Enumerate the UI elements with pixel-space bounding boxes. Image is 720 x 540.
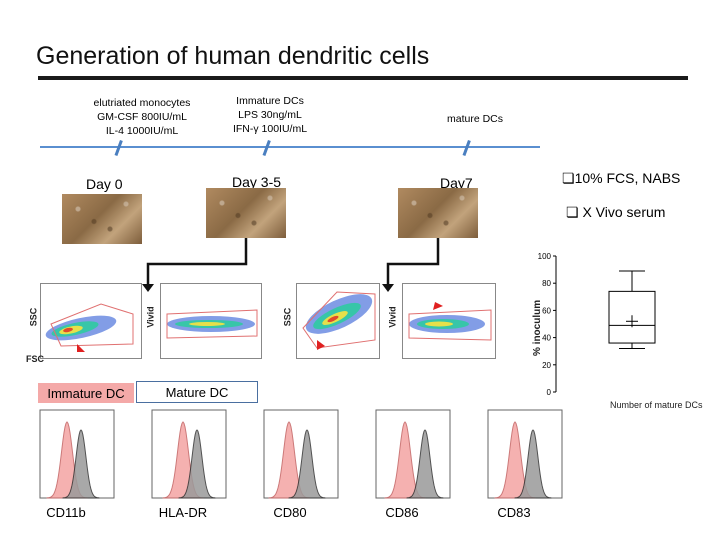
- chart-y-tick-label: 100: [538, 252, 552, 261]
- boxplot-chart: % inoculum Number of mature DCs 0 20 40 60 8…: [532, 252, 703, 410]
- microscopy-photo-day7: [398, 188, 478, 238]
- page-title: Generation of human dendritic cells: [36, 42, 430, 70]
- flow-plot-mature-fsc-ssc: [296, 283, 380, 359]
- marker-cd80: CD80: [273, 505, 307, 520]
- histogram-mature: [406, 429, 444, 499]
- bullet-2-text: X Vivo serum: [582, 204, 666, 220]
- bullet-1: ❏10% FCS, NABS: [562, 170, 680, 187]
- title-rule: [38, 76, 688, 80]
- marker-cd83: CD83: [497, 505, 531, 520]
- checkbox-bullet-icon: ❏: [562, 170, 575, 186]
- flow-plot-immature-vivid: [160, 283, 262, 359]
- bullet-2: ❏ X Vivo serum: [566, 204, 665, 221]
- stage-2-line-1: mature DCs: [446, 113, 503, 125]
- histogram-mature: [178, 429, 216, 499]
- stage-0-line-3: IL-4 1000IU/mL: [105, 125, 179, 137]
- chart-y-tick-label: 0: [547, 388, 552, 397]
- stage-2-text: mature DCs: [420, 112, 530, 126]
- stage-0-line-1: elutriated monocytes: [93, 97, 191, 109]
- checkbox-bullet-icon: ❏: [566, 204, 579, 220]
- day-1-label: Day 3-5: [232, 174, 282, 190]
- stage-0-line-2: GM-CSF 800IU/mL: [97, 111, 187, 123]
- stage-1-line-3: IFN-γ 100IU/mL: [232, 123, 308, 135]
- stage-1-line-2: LPS 30ng/mL: [238, 109, 302, 121]
- day-0-label: Day 0: [86, 176, 123, 192]
- day-2-label: Day7: [440, 175, 473, 191]
- chart-xlabel: Number of mature DCs: [610, 400, 703, 410]
- bullet-1-text: 10% FCS, NABS: [574, 170, 681, 186]
- microscopy-photo-day3: [206, 188, 286, 238]
- legend-mature-dc: Mature DC: [136, 381, 258, 403]
- marker-cd11b: CD11b: [46, 505, 86, 520]
- chart-ylabel: % inoculum: [532, 300, 543, 356]
- microscopy-photo-day0: [62, 194, 142, 244]
- stage-0-text: elutriated monocytes GM-CSF 800IU/mL IL-…: [72, 96, 212, 138]
- chart-y-tick-label: 40: [542, 334, 551, 343]
- histogram-mature: [514, 429, 552, 499]
- marker-hla-dr: HLA-DR: [158, 505, 208, 520]
- legend-immature-dc: Immature DC: [38, 383, 134, 403]
- flow-plot-mature-vivid: [402, 283, 496, 359]
- axis-fsc: FSC: [26, 354, 44, 364]
- marker-cd86: CD86: [385, 505, 419, 520]
- red-arrow-icon: [77, 344, 85, 352]
- histogram-mature: [62, 429, 100, 499]
- flow-plot-immature-fsc-ssc: [40, 283, 142, 359]
- red-arrow-icon: [433, 302, 443, 310]
- chart-y-tick-label: 80: [542, 279, 551, 288]
- chart-y-tick-label: 20: [542, 361, 551, 370]
- stage-1-text: Immature DCs LPS 30ng/mL IFN-γ 100IU/mL: [206, 94, 334, 136]
- histogram-mature: [288, 429, 326, 499]
- stage-1-line-1: Immature DCs: [236, 95, 304, 107]
- red-arrow-icon: [317, 340, 325, 350]
- timeline-arrow: [40, 146, 540, 148]
- chart-y-tick-label: 60: [542, 306, 551, 315]
